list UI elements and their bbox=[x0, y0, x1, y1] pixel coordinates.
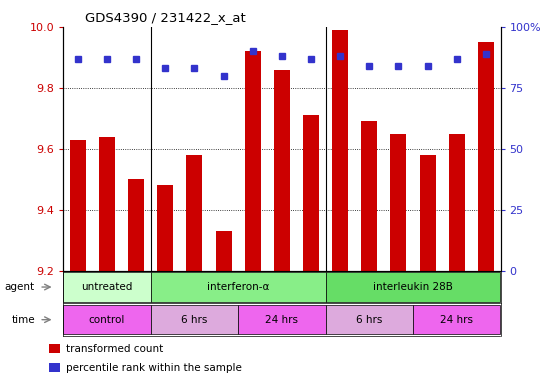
Bar bbox=[48, 344, 60, 353]
Bar bbox=[151, 305, 238, 334]
Text: 6 hrs: 6 hrs bbox=[356, 314, 382, 325]
Bar bbox=[326, 305, 413, 334]
Text: interleukin 28B: interleukin 28B bbox=[373, 282, 453, 292]
Bar bbox=[157, 185, 173, 271]
Bar bbox=[361, 121, 377, 271]
Bar bbox=[238, 305, 326, 334]
Bar bbox=[303, 115, 319, 271]
Bar bbox=[478, 42, 494, 271]
Text: percentile rank within the sample: percentile rank within the sample bbox=[66, 363, 242, 373]
Text: transformed count: transformed count bbox=[66, 344, 163, 354]
Bar bbox=[390, 134, 406, 271]
Bar bbox=[151, 272, 326, 302]
Bar bbox=[449, 134, 465, 271]
Text: control: control bbox=[89, 314, 125, 325]
Bar bbox=[63, 272, 151, 302]
Bar bbox=[420, 155, 436, 271]
Text: 24 hrs: 24 hrs bbox=[265, 314, 298, 325]
Bar bbox=[186, 155, 202, 271]
Bar bbox=[413, 305, 500, 334]
Text: 24 hrs: 24 hrs bbox=[440, 314, 473, 325]
Bar bbox=[332, 30, 348, 271]
Bar bbox=[99, 137, 115, 271]
Text: 6 hrs: 6 hrs bbox=[182, 314, 207, 325]
Bar bbox=[274, 70, 290, 271]
Text: interferon-α: interferon-α bbox=[207, 282, 270, 292]
Text: time: time bbox=[11, 314, 35, 325]
Bar bbox=[128, 179, 144, 271]
Text: untreated: untreated bbox=[81, 282, 133, 292]
Bar bbox=[245, 51, 261, 271]
Text: agent: agent bbox=[5, 282, 35, 292]
Bar bbox=[63, 305, 151, 334]
Bar bbox=[216, 231, 232, 271]
Text: GDS4390 / 231422_x_at: GDS4390 / 231422_x_at bbox=[85, 11, 246, 24]
Bar bbox=[70, 140, 86, 271]
Bar bbox=[48, 363, 60, 372]
Bar bbox=[326, 272, 500, 302]
